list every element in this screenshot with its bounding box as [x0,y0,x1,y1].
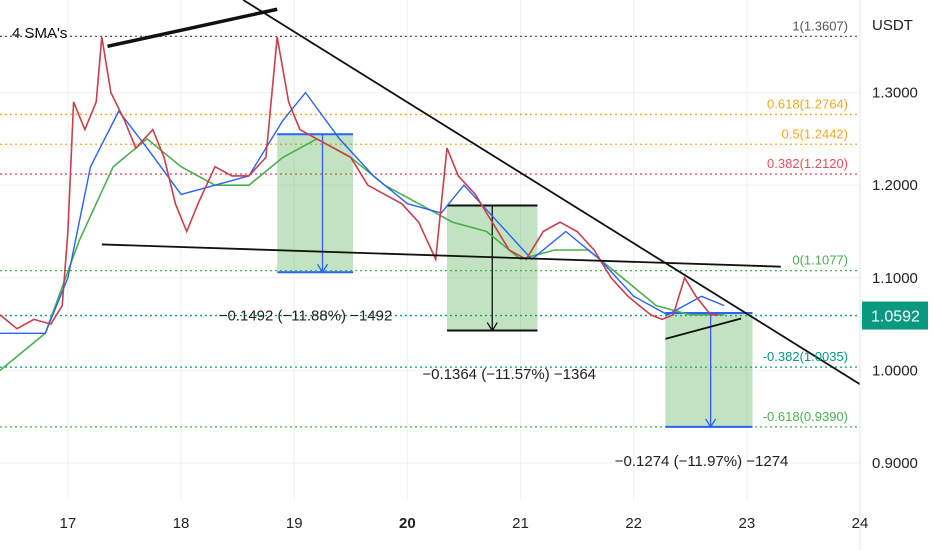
measure-label-1: −0.1364 (−11.57%) −1364 [422,366,596,383]
measure-boxes [277,133,753,429]
price-line [0,36,719,330]
current-price-label: 1.0592 [871,309,920,326]
fib-label-1: 0.618(1.2764) [767,96,848,111]
fib-label-3: 0.382(1.2120) [767,156,848,171]
date-tick-2: 19 [286,515,303,532]
sma-slow-line [0,137,725,372]
sma-fast-line [0,91,725,334]
date-tick-5: 22 [625,515,642,532]
current-price-box [862,301,928,330]
trendline-3 [665,317,742,340]
measure-arrowhead-2 [705,418,717,429]
price-tick-2: 1.1000 [872,270,918,287]
date-tick-3: 20 [399,515,416,532]
date-tick-0: 17 [60,515,77,532]
date-tick-6: 23 [738,515,755,532]
measure-arrowhead-0 [316,263,329,274]
series-layer [0,36,725,372]
fib-label-0: 1(1.3607) [792,18,848,33]
current-price-badge: 1.0592 [862,301,928,330]
trendline-0 [107,7,278,49]
price-tick-3: 1.2000 [872,177,918,194]
measure-label-0: −0.1492 (−11.88%) −1492 [219,308,393,325]
date-tick-4: 21 [512,515,529,532]
measure-arrowhead-1 [486,322,498,332]
fib-label-2: 0.5(1.2442) [782,126,849,141]
fib-label-5: -0.382(1.0035) [763,349,848,364]
legend[interactable]: 4 SMA's [12,25,67,42]
trendline-1 [242,0,861,386]
fib-label-4: 0(1.1077) [792,253,848,268]
date-tick-1: 18 [173,515,190,532]
trendlines[interactable] [101,0,861,386]
measure-box-2 [665,312,753,427]
price-axis-title: USDT [872,17,913,34]
price-tick-1: 1.0000 [872,362,918,379]
trendline-2 [101,243,781,268]
fib-label-6: -0.618(0.9390) [763,409,848,424]
labels-layer: 0.9000 1.0000 1.1000 1.2000 1.3000 17 18 19 20 21… [60,18,918,532]
price-tick-4: 1.3000 [872,85,918,102]
measure-box-0 [277,134,354,273]
price-tick-0: 0.9000 [872,455,918,472]
measure-label-2: −0.1274 (−11.97%) −1274 [615,453,789,470]
